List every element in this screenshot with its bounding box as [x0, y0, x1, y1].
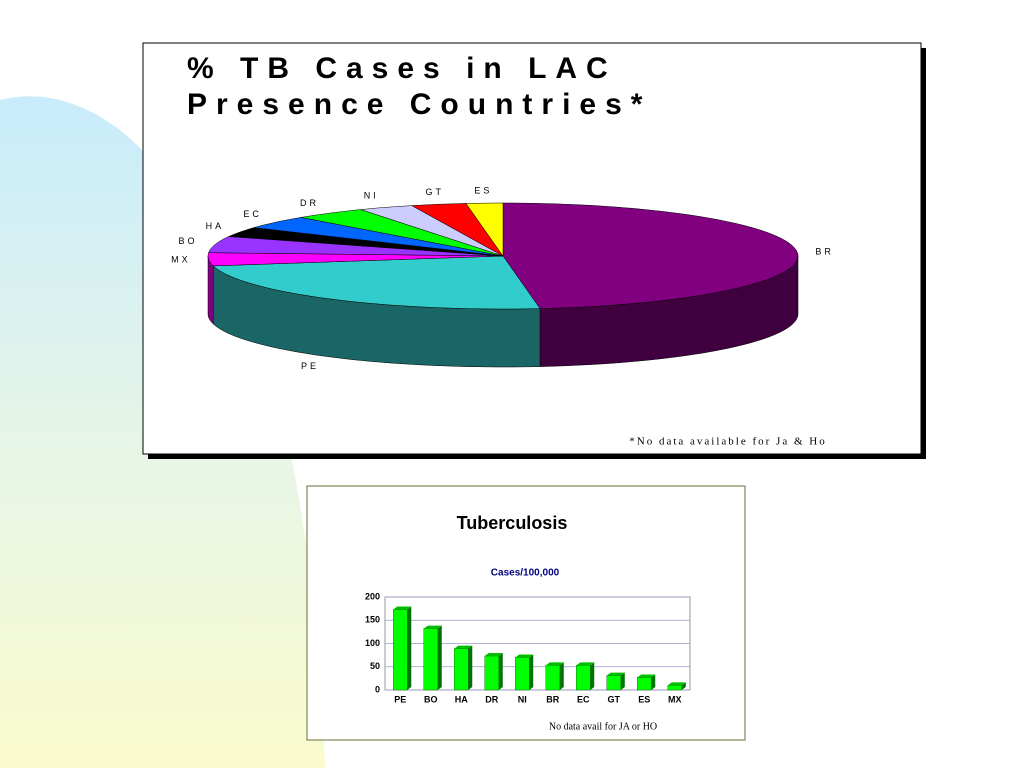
bar-side	[651, 674, 656, 690]
x-tick-label: EC	[577, 694, 590, 704]
bar	[606, 675, 621, 691]
bar	[545, 665, 560, 691]
pie-slice	[208, 236, 504, 257]
bar-side	[620, 672, 625, 690]
x-tick-label: GT	[608, 694, 621, 704]
slice-side	[207, 255, 214, 325]
bar-top	[576, 662, 595, 666]
bar-side	[529, 654, 534, 690]
x-tick-label: HA	[455, 694, 468, 704]
bar	[393, 609, 408, 691]
chart-subtitle: Cases/100,000	[491, 568, 560, 579]
x-tick-label: DR	[485, 694, 498, 704]
slice-label: MX	[171, 254, 191, 264]
bar-side	[590, 662, 595, 690]
bar-top	[545, 662, 564, 666]
chart-note: *No data available for Ja & Ho	[629, 436, 826, 448]
pie-slice	[301, 209, 504, 257]
slice-label: GT	[425, 187, 444, 197]
bar-top	[484, 653, 503, 657]
chart-title: Tuberculosis	[457, 513, 568, 533]
bar	[454, 648, 469, 691]
slice-label: BO	[179, 236, 198, 246]
bar-top	[667, 682, 686, 686]
x-tick-label: MX	[668, 694, 682, 704]
bar-top	[606, 672, 625, 676]
bar	[637, 677, 652, 691]
x-tick-label: BO	[424, 694, 438, 704]
bar-side	[407, 606, 412, 690]
x-tick-label: NI	[518, 694, 527, 704]
bar-side	[468, 645, 473, 690]
y-tick-label: 200	[365, 591, 380, 601]
bar-side	[559, 662, 564, 690]
pie-slice	[502, 202, 799, 309]
slice-label: HA	[206, 221, 225, 231]
slice-label: NI	[364, 191, 379, 201]
bar-side	[498, 653, 503, 690]
bar-top	[454, 645, 473, 649]
chart-title: % TB Cases in LAC Presence Countries*	[187, 52, 652, 121]
chart-note: No data avail for JA or HO	[549, 721, 657, 732]
bar	[667, 685, 682, 691]
bar-side	[437, 625, 442, 690]
bar-top	[637, 674, 656, 678]
x-tick-label: ES	[638, 694, 650, 704]
slice-label: DR	[300, 198, 319, 208]
bar	[423, 628, 438, 691]
y-tick-label: 0	[375, 684, 380, 694]
y-tick-label: 150	[365, 615, 380, 625]
pie-slice	[228, 227, 504, 257]
slice-label: BR	[815, 246, 834, 256]
x-tick-label: BR	[546, 694, 559, 704]
y-tick-label: 100	[365, 638, 380, 648]
pie-slice	[207, 252, 504, 267]
slice-label: EC	[243, 209, 262, 219]
pie-slice	[410, 203, 504, 257]
bar-side	[681, 682, 686, 690]
slice-label: ES	[474, 186, 492, 196]
bar-top	[515, 654, 534, 658]
pie-slice	[360, 205, 504, 257]
y-tick-label: 50	[370, 661, 380, 671]
bar-top	[393, 606, 412, 610]
bar-top	[423, 625, 442, 629]
bar	[484, 655, 499, 691]
slice-label: PE	[301, 361, 319, 371]
pie-slice	[465, 202, 504, 257]
x-tick-label: PE	[394, 694, 406, 704]
bar	[515, 657, 530, 691]
pie-slice	[212, 255, 541, 310]
bar	[576, 665, 591, 691]
pie-slice	[253, 217, 504, 257]
